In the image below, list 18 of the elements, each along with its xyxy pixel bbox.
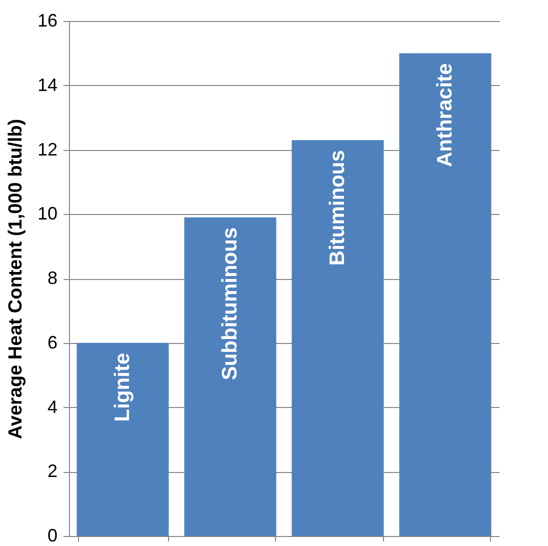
bar [399,53,492,536]
x-tick-label: Subbituminous [218,227,242,380]
bar [184,217,276,536]
y-tick-label: 12 [37,139,58,160]
y-tick-label: 14 [37,74,58,95]
y-axis-title: Average Heat Content (1,000 btu/lb) [5,118,26,440]
y-tick-label: 8 [47,268,58,288]
x-tick-label: Lignite [110,352,134,422]
y-tick-label: 0 [47,526,58,546]
y-tick-label: 2 [47,461,58,482]
x-tick-label: Anthracite [433,63,456,168]
bar [76,342,169,536]
bar [292,140,384,536]
y-tick-label: 16 [37,10,58,30]
y-tick-label: 6 [47,332,58,352]
x-tick-label: Bituminous [326,150,349,266]
y-tick-label: 4 [47,396,58,417]
y-tick-label: 10 [37,204,58,224]
